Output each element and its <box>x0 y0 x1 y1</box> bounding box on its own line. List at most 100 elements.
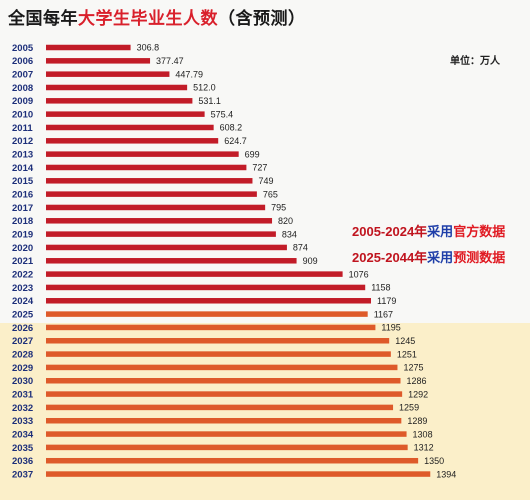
value-label: 820 <box>278 216 293 226</box>
bar <box>46 391 403 397</box>
value-label: 699 <box>245 149 260 159</box>
value-label: 531.1 <box>198 96 221 106</box>
bar <box>46 178 253 184</box>
bar <box>46 204 266 211</box>
year-label: 2024 <box>12 296 34 307</box>
title-prefix: 全国每年 <box>8 9 78 28</box>
value-label: 306.8 <box>137 43 160 53</box>
forecast-label: 预测数据 <box>453 250 506 265</box>
year-label: 2006 <box>12 56 33 67</box>
value-label: 749 <box>258 176 273 186</box>
title-highlight: 大学生毕业生人数 <box>78 9 218 28</box>
bar <box>46 417 402 424</box>
year-label: 2017 <box>12 203 33 214</box>
value-label: 608.2 <box>220 123 243 133</box>
year-label: 2005 <box>12 43 34 54</box>
value-label: 1312 <box>414 443 434 453</box>
year-label: 2027 <box>12 336 33 347</box>
value-label: 1394 <box>436 469 456 479</box>
value-label: 1289 <box>407 416 427 426</box>
bar <box>46 111 205 117</box>
chart-title: 全国每年大学生毕业生人数（含预测） <box>8 4 306 29</box>
year-label: 2025 <box>12 310 34 321</box>
year-label: 2018 <box>12 216 33 227</box>
value-label: 1292 <box>408 389 428 399</box>
bar <box>46 71 170 77</box>
value-label: 447.79 <box>175 69 203 79</box>
year-label: 2016 <box>12 190 33 201</box>
year-label: 2007 <box>12 70 33 81</box>
year-label: 2021 <box>12 256 34 267</box>
value-label: 834 <box>282 229 297 239</box>
bar <box>46 324 376 331</box>
bar <box>46 351 391 357</box>
bar <box>46 271 343 277</box>
bar <box>46 457 419 464</box>
official-background <box>0 0 530 323</box>
value-label: 1286 <box>406 376 426 386</box>
bar <box>46 151 239 157</box>
bar <box>46 124 214 131</box>
bar <box>46 471 431 477</box>
bar <box>46 58 151 64</box>
year-label: 2031 <box>12 389 34 400</box>
value-label: 874 <box>293 243 308 253</box>
value-label: 1245 <box>395 336 415 346</box>
year-label: 2032 <box>12 403 33 414</box>
bar <box>46 378 401 384</box>
value-label: 795 <box>271 203 286 213</box>
unit-label: 单位：万人 <box>450 56 500 67</box>
value-label: 1275 <box>403 363 423 373</box>
year-label: 2037 <box>12 469 33 480</box>
year-label: 2019 <box>12 230 33 241</box>
bar <box>46 404 394 411</box>
bar <box>46 311 368 317</box>
value-label: 1251 <box>397 349 417 359</box>
value-label: 624.7 <box>224 136 247 146</box>
bar <box>46 138 219 144</box>
year-label: 2030 <box>12 376 33 387</box>
year-label: 2012 <box>12 136 33 147</box>
bar <box>46 444 408 451</box>
year-label: 2028 <box>12 349 33 360</box>
bar <box>46 258 297 264</box>
year-label: 2008 <box>12 83 33 94</box>
forecast-years: 2025-2044年 <box>352 250 428 265</box>
year-label: 2035 <box>12 443 34 454</box>
bar <box>46 364 398 371</box>
bar <box>46 84 188 91</box>
value-label: 1158 <box>371 283 390 293</box>
value-label: 765 <box>263 189 278 199</box>
title-suffix: （含预测） <box>218 9 306 28</box>
bar <box>46 218 273 224</box>
year-label: 2013 <box>12 150 33 161</box>
year-label: 2033 <box>12 416 33 427</box>
forecast-mid: 采用 <box>427 250 454 265</box>
value-label: 1179 <box>377 296 396 306</box>
value-label: 909 <box>303 256 318 266</box>
year-label: 2036 <box>12 456 33 467</box>
year-label: 2020 <box>12 243 33 254</box>
bar <box>46 98 193 104</box>
year-label: 2022 <box>12 270 33 281</box>
bar <box>46 338 390 344</box>
year-label: 2011 <box>12 123 33 134</box>
year-label: 2009 <box>12 96 33 107</box>
year-label: 2026 <box>12 323 33 334</box>
bar <box>46 431 407 437</box>
year-label: 2023 <box>12 283 33 294</box>
value-label: 727 <box>252 163 267 173</box>
year-label: 2014 <box>12 163 34 174</box>
bar <box>46 191 257 197</box>
value-label: 512.0 <box>193 83 216 93</box>
official-note: 2005-2024年采用官方数据 <box>352 221 505 240</box>
value-label: 1167 <box>374 309 393 319</box>
value-label: 1350 <box>424 456 444 466</box>
value-label: 377.47 <box>156 56 184 66</box>
bar <box>46 284 366 291</box>
value-label: 1308 <box>413 429 433 439</box>
official-label: 官方数据 <box>453 224 506 239</box>
year-label: 2034 <box>12 429 34 440</box>
value-label: 575.4 <box>211 109 234 119</box>
year-label: 2015 <box>12 176 34 187</box>
